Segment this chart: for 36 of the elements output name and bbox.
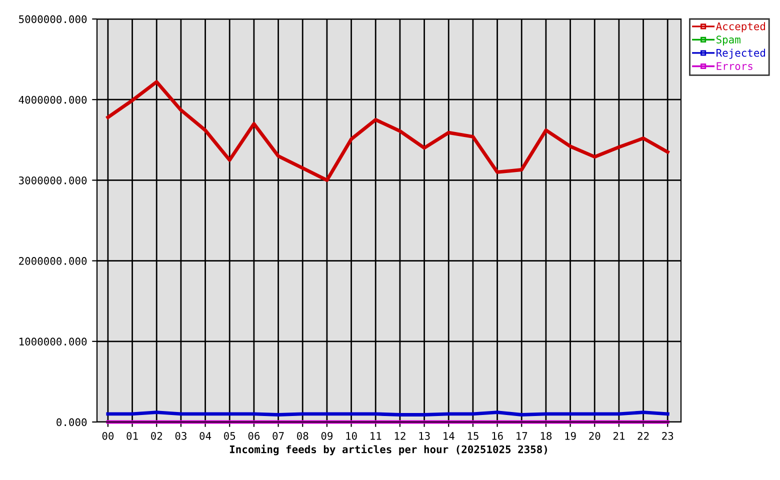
line-series	[106, 80, 670, 182]
legend-label: Spam	[716, 36, 740, 46]
x-tick-label: 11	[370, 432, 382, 440]
x-tick-label: 01	[126, 432, 138, 440]
x-tick-label: 10	[346, 432, 357, 440]
legend-label: Rejected	[716, 48, 765, 59]
x-tick-label: 14	[444, 432, 454, 440]
x-tick-label: 02	[151, 432, 162, 440]
y-tick-label: 3000000.000	[18, 176, 87, 184]
x-tick-label: 22	[638, 432, 649, 440]
x-tick-label: 23	[662, 432, 674, 440]
y-tick-label: 0.000	[56, 418, 87, 426]
x-tick-label: 13	[419, 432, 430, 440]
x-tick-label: 20	[589, 432, 600, 440]
x-tick-label: 21	[613, 432, 625, 440]
x-tick-label: 19	[565, 432, 576, 440]
y-tick-label: 4000000.000	[18, 96, 87, 104]
x-axis-title: Incoming feeds by articles per hour (20251025 2358)	[230, 444, 547, 456]
y-tick-label: 2000000.000	[19, 257, 87, 265]
x-tick-label: 18	[540, 432, 552, 440]
x-tick-label: 16	[492, 432, 503, 440]
x-tick-label: 00	[102, 432, 114, 440]
legend-label: Errors	[716, 62, 752, 70]
x-tick-label: 08	[297, 432, 308, 440]
x-tick-label: 09	[321, 432, 333, 440]
legend-label: Accepted	[716, 22, 765, 32]
y-tick-label: 5000000.000	[19, 15, 87, 24]
x-tick-label: 17	[516, 432, 528, 440]
x-tick-label: 05	[224, 432, 236, 440]
y-tick-label: 1000000.000	[20, 338, 87, 346]
x-tick-label: 04	[200, 432, 212, 440]
x-tick-label: 12	[394, 432, 406, 440]
x-tick-label: 03	[175, 432, 186, 440]
x-tick-label: 06	[248, 432, 260, 440]
x-tick-label: 15	[468, 432, 478, 440]
x-tick-label: 07	[272, 432, 284, 440]
